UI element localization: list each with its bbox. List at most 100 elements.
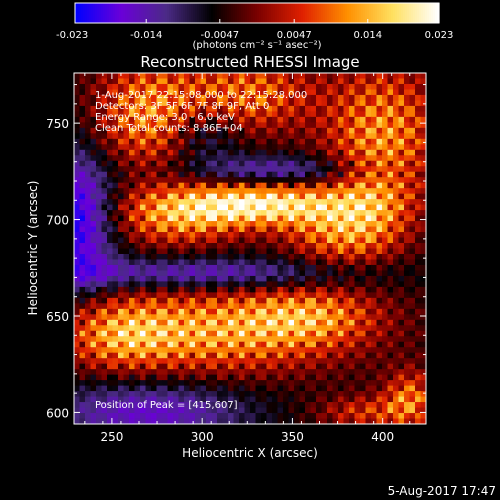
heatmap-cell (101, 314, 108, 321)
heatmap-cell (162, 402, 169, 409)
heatmap-cell (283, 380, 290, 387)
heatmap-cell (123, 83, 130, 91)
heatmap-cell (101, 171, 108, 178)
heatmap-cell (151, 391, 158, 398)
heatmap-cell (420, 259, 426, 266)
heatmap-cell (228, 149, 235, 156)
heatmap-cell (305, 89, 312, 96)
heatmap-cell (288, 330, 295, 337)
heatmap-cell (200, 166, 207, 173)
heatmap-cell (145, 391, 152, 398)
heatmap-cell (79, 314, 86, 321)
colorbar-cell (223, 3, 226, 23)
heatmap-cell (173, 369, 180, 376)
heatmap-cell (112, 210, 119, 217)
heatmap-cell (360, 303, 367, 310)
heatmap-cell (156, 325, 163, 332)
heatmap-cell (382, 336, 389, 343)
heatmap-cell (244, 380, 251, 387)
heatmap-cell (305, 352, 312, 359)
heatmap-cell (184, 396, 191, 403)
heatmap-cell (123, 347, 130, 354)
heatmap-cell (332, 226, 339, 233)
heatmap-cell (228, 303, 235, 310)
heatmap-cell (343, 105, 350, 112)
heatmap-cell (277, 275, 284, 282)
heatmap-cell (272, 369, 279, 376)
heatmap-cell (404, 402, 411, 409)
heatmap-cell (206, 182, 213, 189)
heatmap-cell (365, 385, 372, 392)
heatmap-cell (85, 127, 92, 134)
heatmap-cell (387, 292, 394, 299)
heatmap-cell (371, 391, 378, 398)
heatmap-cell (371, 182, 378, 189)
heatmap-cell (415, 127, 422, 134)
heatmap-cell (129, 215, 136, 222)
heatmap-cell (200, 204, 207, 211)
colorbar-cell (119, 3, 122, 23)
heatmap-cell (79, 193, 86, 200)
heatmap-cell (79, 243, 86, 250)
heatmap-cell (228, 221, 235, 228)
heatmap-cell (195, 182, 202, 189)
heatmap-cell (167, 352, 174, 359)
heatmap-cell (189, 243, 196, 250)
heatmap-cell (85, 232, 92, 239)
heatmap-cell (343, 297, 350, 304)
heatmap-cell (134, 358, 141, 365)
colorbar-cell (133, 3, 136, 23)
colorbar-cell (141, 3, 144, 23)
heatmap-cell (123, 199, 130, 206)
heatmap-cell (272, 407, 279, 414)
heatmap-cell (118, 314, 125, 321)
heatmap-cell (288, 336, 295, 343)
heatmap-cell (376, 413, 383, 420)
heatmap-cell (79, 166, 86, 173)
heatmap-cell (195, 286, 202, 293)
heatmap-cell (206, 122, 213, 129)
heatmap-cell (266, 358, 273, 365)
heatmap-cell (140, 237, 147, 244)
heatmap-cell (398, 160, 405, 167)
heatmap-cell (404, 83, 411, 91)
heatmap-cell (250, 413, 257, 420)
heatmap-cell (310, 347, 317, 354)
heatmap-cell (294, 243, 301, 250)
heatmap-cell (184, 325, 191, 332)
heatmap-cell (239, 177, 246, 184)
heatmap-cell (178, 105, 185, 112)
heatmap-cell (398, 144, 405, 151)
heatmap-cell (261, 281, 268, 288)
heatmap-cell (332, 232, 339, 239)
heatmap-cell (85, 264, 92, 272)
heatmap-cell (338, 133, 345, 140)
heatmap-cell (233, 330, 240, 337)
heatmap-cell (272, 385, 279, 392)
heatmap-cell (294, 226, 301, 233)
heatmap-cell (255, 155, 262, 162)
heatmap-cell (321, 210, 328, 217)
heatmap-cell (145, 292, 152, 299)
heatmap-cell (354, 396, 361, 403)
heatmap-cell (145, 166, 152, 173)
heatmap-cell (305, 248, 312, 255)
heatmap-cell (277, 89, 284, 96)
heatmap-cell (85, 363, 92, 370)
heatmap-cell (261, 89, 268, 96)
heatmap-cell (101, 248, 108, 255)
heatmap-cell (162, 193, 169, 200)
heatmap-cell (409, 73, 416, 80)
heatmap-cell (299, 73, 306, 80)
heatmap-cell (393, 248, 400, 255)
heatmap-cell (316, 369, 323, 376)
heatmap-cell (129, 171, 136, 178)
heatmap-cell (415, 418, 422, 424)
heatmap-cell (349, 286, 356, 293)
heatmap-cell (156, 177, 163, 184)
colorbar-cell (131, 3, 134, 23)
heatmap-cell (288, 253, 295, 261)
colorbar-cell (347, 3, 350, 23)
heatmap-cell (349, 264, 356, 272)
heatmap-cell (134, 73, 141, 80)
